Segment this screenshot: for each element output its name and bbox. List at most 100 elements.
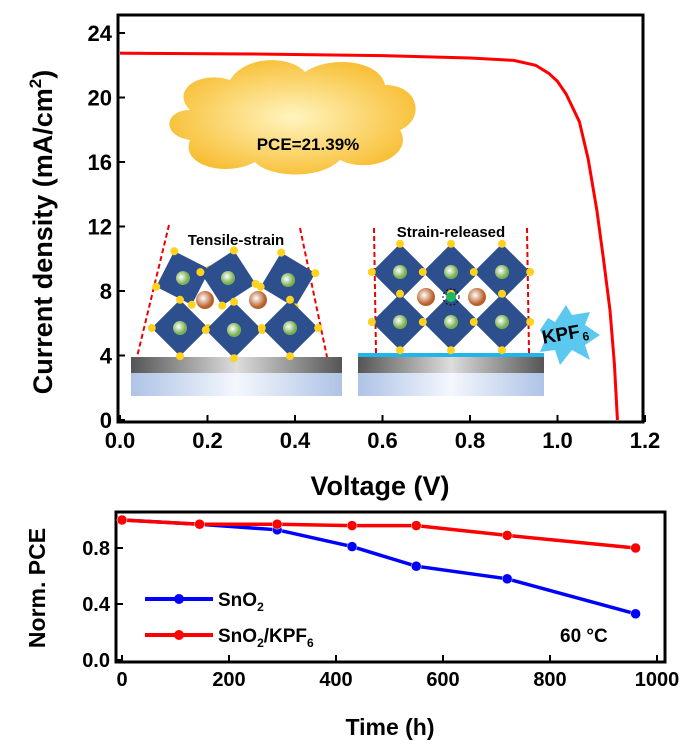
pce-cloud: PCE=21.39% bbox=[169, 60, 416, 175]
x-site-atom bbox=[152, 282, 161, 291]
x-tick-label: 0 bbox=[116, 669, 127, 691]
x-site-atom bbox=[418, 268, 427, 276]
x-site-atom bbox=[447, 239, 455, 248]
x-site-atom bbox=[286, 295, 294, 304]
plot-frame bbox=[116, 13, 645, 424]
octahedron bbox=[256, 248, 320, 312]
k-ion bbox=[446, 292, 456, 302]
y-tick-label: 16 bbox=[88, 150, 112, 175]
x-site-atom bbox=[170, 247, 179, 256]
legend-label-sno2-kpf6: SnO2/KPF6 bbox=[218, 626, 314, 650]
data-point bbox=[501, 573, 513, 585]
data-point bbox=[411, 560, 422, 572]
y-axis-label-bottom: Norm. PCE bbox=[24, 528, 50, 648]
tensile-strain-label: Tensile-strain bbox=[188, 232, 284, 249]
x-tick-label: 600 bbox=[426, 669, 459, 691]
y-tick-label: 12 bbox=[88, 214, 112, 239]
x-axis-label: Voltage (V) bbox=[310, 471, 449, 501]
glass-right bbox=[358, 373, 544, 396]
y-tick-label: 0.0 bbox=[82, 650, 110, 672]
b-site-atom bbox=[495, 315, 509, 329]
strain-released-label: Strain-released bbox=[397, 224, 505, 241]
x-site-atom bbox=[187, 300, 196, 309]
x-site-atom bbox=[367, 268, 376, 276]
kpf-burst bbox=[540, 305, 600, 365]
temperature-annotation: 60 °C bbox=[560, 626, 608, 647]
b-site-atom bbox=[283, 321, 297, 335]
data-point bbox=[630, 542, 641, 554]
substrate-right bbox=[358, 357, 544, 373]
data-point bbox=[271, 518, 283, 530]
a-site-atom bbox=[196, 291, 214, 309]
x-site-atom bbox=[396, 346, 404, 355]
x-site-atom bbox=[526, 318, 535, 326]
b-site-atom bbox=[444, 265, 458, 279]
plot-frame bbox=[114, 510, 667, 664]
x-tick-label: 1.0 bbox=[542, 428, 573, 453]
y-tick-label: 24 bbox=[88, 21, 113, 46]
y-tick-label: 0 bbox=[100, 408, 112, 433]
x-tick-label: 800 bbox=[533, 669, 566, 691]
legend: SnO2 SnO2/KPF6 bbox=[145, 590, 314, 650]
data-point bbox=[346, 520, 358, 531]
b-site-atom bbox=[227, 323, 241, 337]
y-tick-label: 0.4 bbox=[82, 594, 111, 616]
x-site-atom bbox=[367, 318, 376, 326]
legend-item-sno2-kpf6: SnO2/KPF6 bbox=[145, 626, 314, 650]
a-site-atom bbox=[249, 291, 267, 309]
x-tick-label: 0.4 bbox=[280, 428, 311, 453]
x-site-atom bbox=[311, 269, 320, 278]
x-axis-label-bottom: Time (h) bbox=[345, 714, 434, 740]
x-tick-label: 1000 bbox=[635, 669, 680, 691]
x-tick-label: 0.6 bbox=[367, 428, 398, 453]
x-site-atom bbox=[418, 318, 427, 326]
stability-chart: 0 200 400 600 800 1000 0.0 0.4 0.8 bbox=[82, 510, 680, 691]
x-site-atom bbox=[498, 289, 506, 298]
x-tick-label: 0.2 bbox=[192, 428, 223, 453]
b-site-atom bbox=[393, 265, 407, 279]
pce-label: PCE=21.39% bbox=[257, 135, 360, 154]
x-site-atom bbox=[230, 297, 238, 306]
kpf-layer bbox=[358, 353, 544, 358]
a-site-atom bbox=[468, 288, 486, 306]
data-point bbox=[411, 520, 422, 531]
x-site-atom bbox=[147, 324, 156, 332]
x-site-atom bbox=[498, 346, 506, 355]
b-site-atom bbox=[495, 265, 509, 279]
x-site-atom bbox=[218, 301, 227, 310]
substrate-left bbox=[131, 357, 342, 373]
x-site-atom bbox=[196, 268, 205, 277]
x-site-atom bbox=[526, 268, 535, 276]
x-site-atom bbox=[396, 239, 404, 248]
x-tick-label: 1.2 bbox=[630, 428, 661, 453]
x-site-atom bbox=[176, 352, 184, 361]
b-site-atom bbox=[173, 321, 187, 335]
x-site-atom bbox=[257, 324, 266, 332]
x-site-atom bbox=[256, 282, 265, 291]
b-site-atom bbox=[281, 273, 295, 287]
x-site-atom bbox=[447, 346, 455, 355]
b-site-atom bbox=[176, 271, 190, 285]
series-line-j-v bbox=[119, 51, 619, 421]
octahedron bbox=[257, 295, 323, 361]
b-site-atom bbox=[221, 271, 235, 285]
a-site-atom bbox=[417, 288, 435, 306]
glass-left bbox=[131, 373, 342, 396]
legend-item-sno2: SnO2 bbox=[145, 590, 264, 614]
x-site-atom bbox=[498, 239, 506, 248]
data-point bbox=[346, 541, 358, 552]
x-site-atom bbox=[201, 326, 210, 334]
data-point bbox=[501, 530, 513, 541]
x-tick-label: 200 bbox=[212, 669, 245, 691]
data-point bbox=[194, 518, 205, 530]
x-site-atom bbox=[176, 295, 184, 304]
x-tick-label: 400 bbox=[319, 669, 352, 691]
y-tick-label: 0.8 bbox=[82, 538, 110, 560]
legend-label-sno2: SnO2 bbox=[218, 590, 264, 614]
x-tick-label: 0.8 bbox=[455, 428, 486, 453]
jv-chart: 0.0 0.2 0.4 0.6 0.8 1.0 1.2 0 4 8 12 16 20 24 bbox=[88, 13, 661, 453]
x-site-atom bbox=[277, 248, 286, 257]
x-site-atom bbox=[469, 318, 478, 326]
k-ion-ring bbox=[442, 288, 460, 306]
